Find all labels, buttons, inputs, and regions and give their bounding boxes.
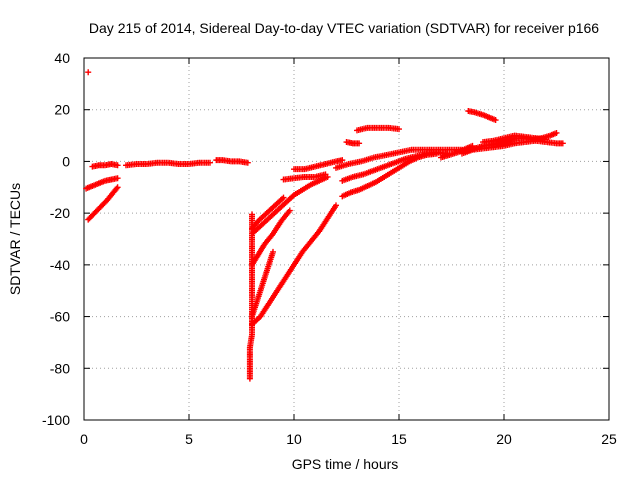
data-point-arc-g — [246, 375, 253, 382]
y-tick-label: -60 — [50, 309, 70, 325]
data-point-arc-b — [113, 185, 120, 192]
data-point-arc-o — [356, 140, 363, 147]
x-tick-label: 20 — [496, 431, 512, 447]
x-tick-label: 10 — [286, 431, 302, 447]
data-point-arc-p — [396, 126, 402, 133]
data-point-arc-a — [85, 69, 92, 76]
y-tick-label: 40 — [54, 50, 70, 66]
data-point-arc-l — [286, 207, 293, 214]
data-point-arc-d — [114, 162, 121, 169]
data-point-arc-k — [270, 248, 276, 255]
data-point-arc-b — [114, 184, 121, 191]
y-tick-label: -80 — [50, 360, 70, 376]
data-point-arc-j — [333, 202, 339, 209]
x-axis-title: GPS time / hours — [292, 456, 399, 472]
y-tick-label: -100 — [42, 412, 70, 428]
data-point-arc-n — [339, 157, 346, 164]
data-point-arc-e — [207, 159, 213, 166]
y-tick-label: -40 — [50, 257, 70, 273]
x-tick-label: 5 — [185, 431, 193, 447]
x-tick-label: 25 — [601, 431, 617, 447]
data-point-arc-w — [559, 140, 566, 147]
data-point-arc-f — [244, 159, 251, 166]
data-point-arc-m — [322, 171, 329, 178]
y-tick-label: 20 — [54, 102, 70, 118]
y-axis-title: SDTVAR / TECUs — [7, 183, 23, 295]
data-point-arc-x — [543, 136, 549, 143]
x-tick-label: 15 — [391, 431, 407, 447]
plot-frame — [83, 57, 610, 421]
y-tick-label: 0 — [62, 153, 70, 169]
y-tick-label: -20 — [50, 205, 70, 221]
data-point-arc-u — [492, 117, 499, 124]
data-point-arc-c — [114, 175, 121, 182]
ticks: 0 5 10 15 20 25 40 20 0 -20 -40 -60 -80 -100 — [42, 50, 617, 447]
grid — [84, 58, 609, 420]
data-points — [83, 69, 566, 382]
data-point-arc-s — [433, 150, 440, 157]
data-point-arc-v — [553, 129, 560, 136]
chart-title: Day 215 of 2014, Sidereal Day-to-day VTE… — [89, 20, 599, 36]
x-tick-label: 0 — [80, 431, 88, 447]
data-point-arc-i — [280, 194, 287, 201]
